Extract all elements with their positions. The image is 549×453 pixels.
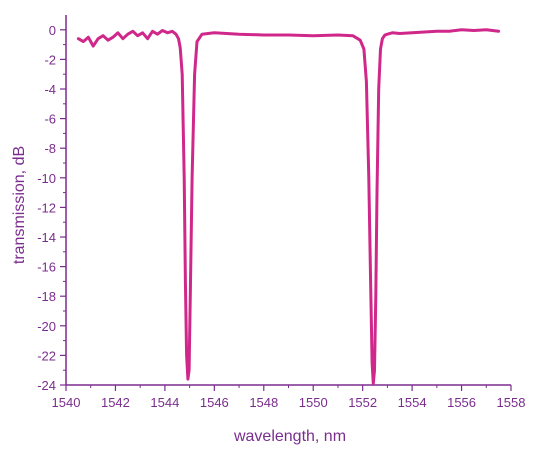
series bbox=[76, 28, 501, 385]
x-tick-label: 1554 bbox=[398, 395, 427, 410]
y-tick-label: -22 bbox=[37, 348, 56, 363]
axes bbox=[65, 15, 511, 386]
y-tick-label: -10 bbox=[37, 171, 56, 186]
x-tick-label: 1540 bbox=[52, 395, 81, 410]
y-tick-label: -8 bbox=[44, 141, 56, 156]
y-axis-label: transmission, dB bbox=[11, 146, 28, 264]
x-axis-label: wavelength, nm bbox=[233, 428, 346, 445]
y-tick-label: -2 bbox=[44, 52, 56, 67]
x-tick-label: 1556 bbox=[447, 395, 476, 410]
y-tick-label: 0 bbox=[49, 23, 56, 38]
y-tick-label: -18 bbox=[37, 289, 56, 304]
y-tick-label: -12 bbox=[37, 200, 56, 215]
y-tick-label: -14 bbox=[37, 230, 56, 245]
transmission-series-line bbox=[76, 28, 501, 385]
y-tick-label: -16 bbox=[37, 260, 56, 275]
x-tick-label: 1550 bbox=[299, 395, 328, 410]
y-ticks: 0 -2 -4 -6 -8 -10 -12 -14 -16 -18 -20 -22 -24 bbox=[37, 23, 66, 393]
y-tick-label: -4 bbox=[44, 82, 56, 97]
x-tick-label: 1558 bbox=[497, 395, 526, 410]
x-tick-label: 1548 bbox=[249, 395, 278, 410]
y-tick-label: -24 bbox=[37, 378, 56, 393]
x-tick-label: 1542 bbox=[101, 395, 130, 410]
y-tick-label: -6 bbox=[44, 112, 56, 127]
x-tick-label: 1546 bbox=[200, 395, 229, 410]
x-tick-label: 1552 bbox=[348, 395, 377, 410]
y-tick-label: -20 bbox=[37, 319, 56, 334]
x-ticks: 1540 1542 1544 1546 1548 1550 1552 1554 1556 1558 bbox=[52, 385, 526, 410]
x-tick-label: 1544 bbox=[150, 395, 179, 410]
